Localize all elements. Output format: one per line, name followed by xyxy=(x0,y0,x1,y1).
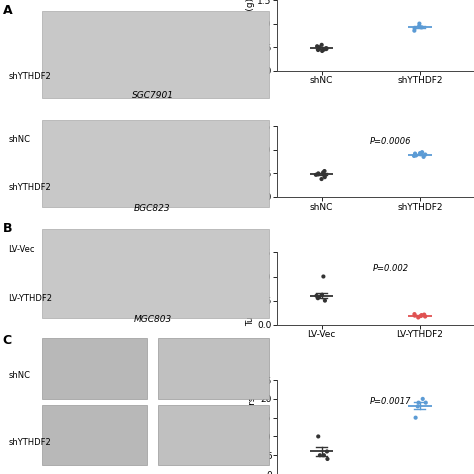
Text: LV-YTHDF2: LV-YTHDF2 xyxy=(9,294,52,303)
Point xyxy=(421,313,429,320)
Point xyxy=(419,395,427,403)
Point xyxy=(312,171,319,179)
Bar xyxy=(158,405,269,465)
Point xyxy=(321,297,329,304)
Y-axis label: No. of tumors: No. of tumors xyxy=(248,396,257,458)
Text: A: A xyxy=(3,4,12,18)
Point xyxy=(316,451,324,459)
Point xyxy=(410,310,418,318)
Text: shNC: shNC xyxy=(9,371,30,380)
Text: P=0.002: P=0.002 xyxy=(373,264,409,273)
Point xyxy=(416,149,424,157)
Point xyxy=(321,172,328,180)
Text: shYTHDF2: shYTHDF2 xyxy=(9,183,51,192)
Point xyxy=(410,152,418,160)
Point xyxy=(411,25,419,32)
Point xyxy=(410,27,418,35)
Point xyxy=(314,294,322,302)
Point xyxy=(418,311,425,319)
Bar xyxy=(42,405,147,465)
Point xyxy=(418,150,425,158)
Point xyxy=(411,150,419,157)
Y-axis label: Tumor weight(g): Tumor weight(g) xyxy=(246,125,255,199)
Text: LV-Vec: LV-Vec xyxy=(9,245,35,254)
Point xyxy=(322,46,330,53)
Point xyxy=(412,152,420,159)
Text: shYTHDF2: shYTHDF2 xyxy=(9,438,51,447)
Point xyxy=(321,173,328,181)
Point xyxy=(414,402,421,410)
Point xyxy=(418,24,426,31)
Point xyxy=(418,148,426,156)
Point xyxy=(315,44,323,51)
Y-axis label: Tumor weight(g): Tumor weight(g) xyxy=(246,0,255,73)
Point xyxy=(324,455,331,463)
Bar xyxy=(42,120,269,207)
Point xyxy=(412,414,419,421)
Text: MGC803: MGC803 xyxy=(133,315,172,324)
Text: shYTHDF2: shYTHDF2 xyxy=(9,72,51,81)
Point xyxy=(318,41,326,49)
Point xyxy=(415,399,422,406)
Point xyxy=(315,170,322,177)
Point xyxy=(421,151,429,158)
Text: P=0.0017: P=0.0017 xyxy=(370,397,411,406)
Point xyxy=(422,399,429,406)
Point xyxy=(411,312,419,319)
Y-axis label: Tumor weight(g): Tumor weight(g) xyxy=(246,252,255,326)
Point xyxy=(319,47,326,55)
Bar xyxy=(42,11,269,98)
Point xyxy=(314,171,322,178)
Point xyxy=(319,273,327,280)
Point xyxy=(321,167,328,175)
Bar xyxy=(158,338,269,399)
Point xyxy=(319,169,327,176)
Point xyxy=(318,175,325,183)
Point xyxy=(313,292,320,300)
Point xyxy=(420,311,428,319)
Text: P=0.0006: P=0.0006 xyxy=(370,137,411,146)
Point xyxy=(323,447,331,455)
Point xyxy=(322,45,330,52)
Point xyxy=(417,312,425,320)
Text: C: C xyxy=(3,334,12,347)
Point xyxy=(315,293,323,301)
Point xyxy=(313,43,321,50)
Bar xyxy=(42,229,269,319)
Text: B: B xyxy=(3,222,12,236)
Point xyxy=(314,46,322,54)
Point xyxy=(415,22,423,30)
Text: SGC7901: SGC7901 xyxy=(131,91,173,100)
Bar xyxy=(42,338,147,399)
Text: shNC: shNC xyxy=(9,135,30,144)
Point xyxy=(420,153,428,161)
Point xyxy=(320,46,328,54)
Point xyxy=(318,291,326,299)
Point xyxy=(320,451,328,459)
Point xyxy=(314,433,322,440)
Text: BGC823: BGC823 xyxy=(134,204,171,212)
Point xyxy=(414,314,422,321)
Point xyxy=(416,20,423,27)
